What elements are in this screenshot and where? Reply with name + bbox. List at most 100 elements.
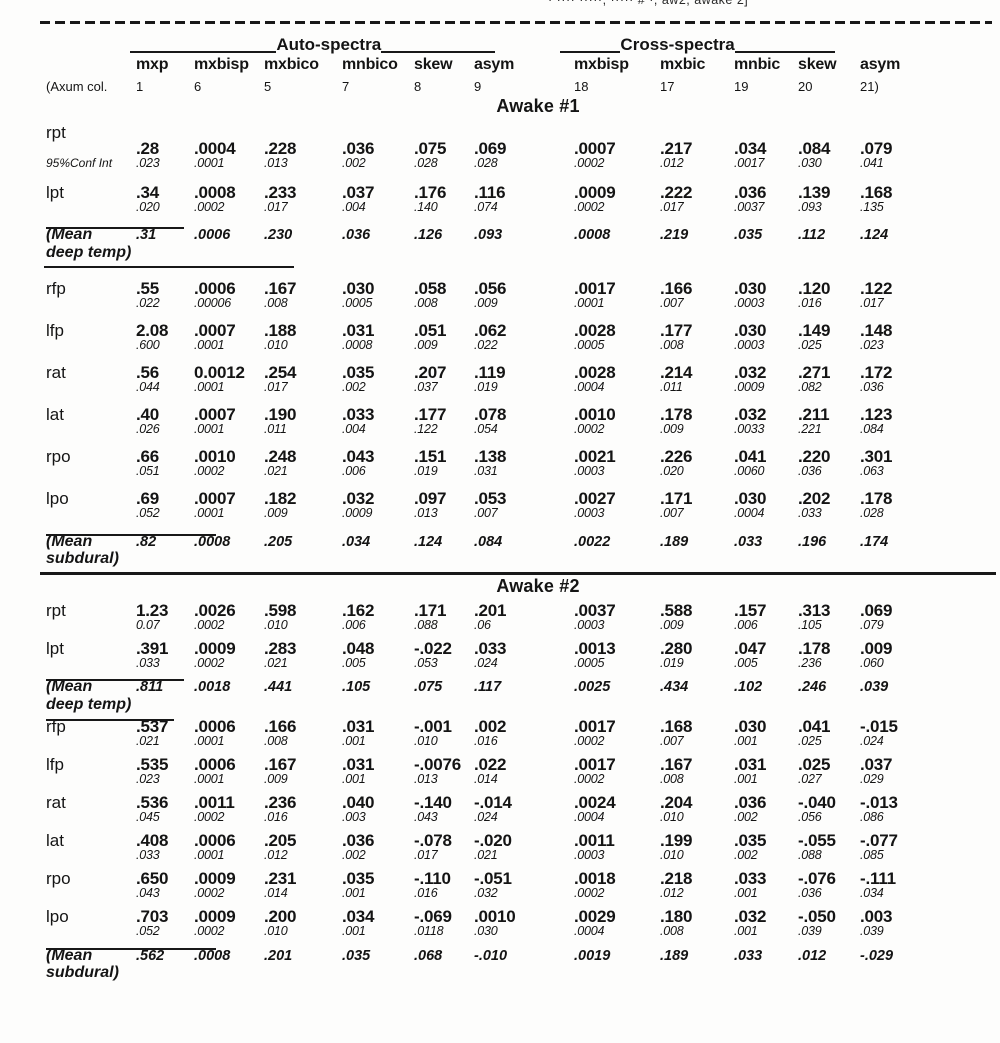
value-cell: .112 <box>784 226 846 261</box>
value: .033 <box>474 639 507 659</box>
row-label: rat <box>46 363 66 383</box>
conf-value: .002 <box>734 848 758 863</box>
conf-value: .0001 <box>194 380 225 395</box>
conf-value: .0002 <box>574 200 605 215</box>
conf-value: .0002 <box>574 422 605 437</box>
value-cell: .408.033 <box>130 832 188 862</box>
value-cell: .0008 <box>188 947 258 982</box>
value-cell: .214.011 <box>646 364 720 394</box>
conf-value: .007 <box>660 733 684 748</box>
value-cell: .168.007 <box>646 718 720 748</box>
conf-value: 0.07 <box>136 618 160 633</box>
conf-value: .093 <box>798 200 822 215</box>
row-label: lat <box>46 831 64 851</box>
value-cell: .69.052 <box>130 490 188 520</box>
mean-row-label: (Mean <box>46 946 93 964</box>
value-cell: .205.012 <box>258 832 336 862</box>
value-cell: .0018 <box>188 678 258 713</box>
value-cell: .233.017 <box>258 184 336 214</box>
table-row: lfp 2.08.600.0007.0001.188.010.031.0008.0… <box>44 322 1000 352</box>
conf-value: .140 <box>414 200 438 215</box>
conf-value: .009 <box>660 422 684 437</box>
row-label: lfp <box>46 320 64 340</box>
conf-value: .016 <box>798 295 822 310</box>
row-label: lpt <box>46 183 64 203</box>
value-cell: .0013.0005 <box>560 640 646 670</box>
value: .120 <box>798 278 831 298</box>
value-cell: .246 <box>784 678 846 713</box>
row-label: rat <box>46 793 66 813</box>
column-header: mxp <box>136 56 169 73</box>
value-cell: .0006.0001 <box>188 832 258 862</box>
value: -.020 <box>474 831 512 851</box>
conf-value: .036 <box>798 886 822 901</box>
conf-value: .001 <box>734 733 758 748</box>
conf-value: .0001 <box>194 506 225 521</box>
value: .0017 <box>574 716 616 736</box>
value-cell: .157.006 <box>720 602 784 632</box>
value: .025 <box>798 754 831 774</box>
conf-value: .024 <box>474 810 498 825</box>
value-cell: .105 <box>336 678 408 713</box>
table-row: rfp .55.022.0006.00006.167.008.030.0005.0… <box>44 280 1000 310</box>
value-cell: .166.007 <box>646 280 720 310</box>
conf-value: .013 <box>414 506 438 521</box>
value-cell: .0017.0002 <box>560 718 646 748</box>
value: .0011 <box>194 793 235 813</box>
value: .0006 <box>194 754 236 774</box>
value-cell: -.111.034 <box>846 870 916 900</box>
mean-value: -.029 <box>860 947 894 964</box>
mean-value: .562 <box>136 947 165 964</box>
mean-value: .189 <box>660 947 689 964</box>
header-spacer <box>44 56 130 74</box>
row-label-cell: lpt <box>44 184 130 214</box>
conf-value: .033 <box>798 506 822 521</box>
table-row: (Mean subdural) .562 .0008 .201 .035 .068 -.010… <box>44 947 1000 982</box>
column-numbers-row: (Axum col. 1 6 5 7 8 9 18 17 19 20 21) <box>44 79 1000 94</box>
conf-value: .005 <box>734 656 758 671</box>
value-cell: .0025 <box>560 678 646 713</box>
value-cell: -.013.086 <box>846 794 916 824</box>
value-cell: .211.221 <box>784 406 846 436</box>
spectra-group-header: Auto-spectra Cross-spectra <box>44 29 1000 53</box>
value: .053 <box>474 489 507 509</box>
conf-value: .008 <box>660 771 684 786</box>
conf-value: .0001 <box>194 156 225 170</box>
value-cell: .177.008 <box>646 322 720 352</box>
value-cell: .119.019 <box>468 364 560 394</box>
value-cell: .040.003 <box>336 794 408 824</box>
value-cell: -.029 <box>846 947 916 982</box>
row-label: lpo <box>46 907 69 927</box>
mean-value: .035 <box>734 227 763 244</box>
value-cell: -.015.024 <box>846 718 916 748</box>
conf-value: .039 <box>798 924 822 939</box>
value: .036 <box>342 831 375 851</box>
conf-value: .010 <box>264 924 288 939</box>
mean-value: .033 <box>734 947 763 964</box>
value: .205 <box>264 831 297 851</box>
underline-rule <box>130 50 277 53</box>
conf-value: .041 <box>860 156 884 170</box>
value: .0008 <box>194 183 236 203</box>
value-cell: .0009.0002 <box>188 640 258 670</box>
mean-value: .0008 <box>194 533 231 550</box>
row-label-cell: (Mean subdural) <box>44 947 130 982</box>
value-cell: -.001.010 <box>408 718 468 748</box>
conf-value: .236 <box>798 656 822 671</box>
value: -.015 <box>860 716 898 736</box>
value-cell: .0010.0002 <box>188 448 258 478</box>
value: .190 <box>264 405 297 425</box>
column-number: 1 <box>136 79 144 94</box>
conf-value: .0002 <box>574 771 605 786</box>
value-cell: .182.009 <box>258 490 336 520</box>
mean-value: .0008 <box>194 947 231 964</box>
value-cell: .151.019 <box>408 448 468 478</box>
value-cell: .201 <box>258 947 336 982</box>
value-cell: .217.012 <box>646 124 720 170</box>
table-row: lfp .535.023.0006.0001.167.009.031.001 -.0… <box>44 756 1000 786</box>
row-label: lpo <box>46 489 69 509</box>
conf-value: .088 <box>414 618 438 633</box>
value-cell: .079.041 <box>846 124 916 170</box>
row-label: rpo <box>46 869 71 889</box>
value-cell: .811 <box>130 678 188 713</box>
